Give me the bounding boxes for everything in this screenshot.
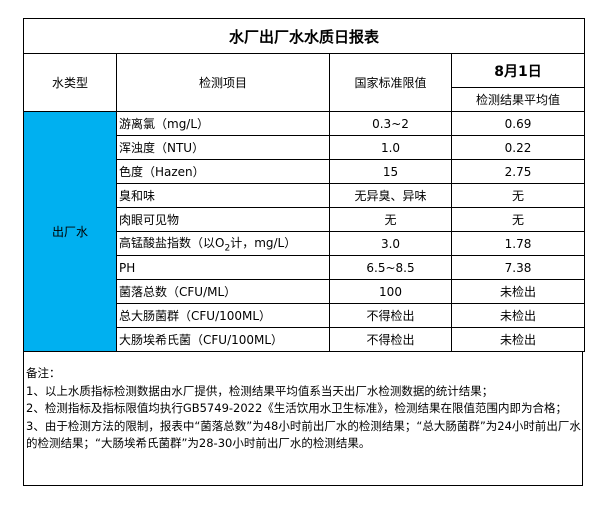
standard-value: 无异臭、异味 xyxy=(329,183,452,208)
table-row: 高锰酸盐指数（以O2计，mg/L） 3.0 1.78 xyxy=(24,231,586,256)
table-row: 浑浊度（NTU） 1.0 0.22 xyxy=(24,135,586,160)
table-row: 菌落总数（CFU/ML） 100 未检出 xyxy=(24,279,586,304)
result-value: 未检出 xyxy=(450,327,586,352)
standard-value: 6.5~8.5 xyxy=(329,255,452,280)
header-item: 检测项目 xyxy=(116,53,330,112)
note-line: 3、由于检测方法的限制，报表中“菌落总数”为48小时前出厂水的检测结果；“总大肠… xyxy=(26,418,581,451)
table-row: 臭和味 无异臭、异味无 xyxy=(24,183,586,208)
result-value: 未检出 xyxy=(450,303,586,328)
header-result: 检测结果平均值 xyxy=(450,87,586,112)
standard-value: 无 xyxy=(329,207,452,232)
item-name: 大肠埃希氏菌（CFU/100ML） xyxy=(116,327,330,352)
header-type: 水类型 xyxy=(23,53,117,112)
water-quality-table: 水厂出厂水水质日报表 水类型 检测项目 国家标准限值 8月1日 检测结果平均值 … xyxy=(22,18,586,352)
note-line: 1、以上水质指标检测数据由水厂提供，检测结果平均值系当天出厂水检测数据的统计结果… xyxy=(26,383,494,398)
item-name: PH xyxy=(116,255,330,280)
result-value: 1.78 xyxy=(450,231,586,256)
item-name: 菌落总数（CFU/ML） xyxy=(116,279,330,304)
item-name: 总大肠菌群（CFU/100ML） xyxy=(116,303,330,328)
standard-value: 不得检出 xyxy=(329,303,452,328)
item-name: 肉眼可见物 xyxy=(116,207,330,232)
standard-value: 15 xyxy=(329,159,452,184)
result-value: 0.69 xyxy=(450,111,586,136)
standard-value: 0.3~2 xyxy=(329,111,452,136)
standard-value: 3.0 xyxy=(329,231,452,256)
report-title: 水厂出厂水水质日报表 xyxy=(22,18,586,54)
result-value: 无 xyxy=(450,207,586,232)
result-value: 0.22 xyxy=(450,135,586,160)
notes-heading: 备注： xyxy=(26,366,61,380)
table-row: 出厂水 游离氯（mg/L） 0.3~2 0.69 xyxy=(23,111,586,352)
notes: 备注： 1、以上水质指标检测数据由水厂提供，检测结果平均值系当天出厂水检测数据的… xyxy=(23,351,583,486)
result-value: 未检出 xyxy=(450,279,586,304)
result-value: 2.75 xyxy=(450,159,586,184)
table-row: 色度（Hazen） 15 2.75 xyxy=(24,159,586,184)
item-name: 游离氯（mg/L） xyxy=(116,111,330,136)
standard-value: 不得检出 xyxy=(329,327,452,352)
item-name: 臭和味 xyxy=(116,183,330,208)
header-date: 8月1日 xyxy=(450,53,586,88)
water-type: 出厂水 xyxy=(23,111,117,352)
standard-value: 100 xyxy=(329,279,452,304)
result-value: 7.38 xyxy=(450,255,586,280)
standard-value: 1.0 xyxy=(329,135,452,160)
item-name: 高锰酸盐指数（以O2计，mg/L） xyxy=(116,231,330,256)
table-row: PH 6.5~8.5 7.38 xyxy=(24,255,586,280)
result-value: 无 xyxy=(450,183,586,208)
table-row: 肉眼可见物无无 xyxy=(24,207,586,232)
table-row: 大肠埃希氏菌（CFU/100ML） 不得检出 未检出 xyxy=(24,327,586,352)
header-standard: 国家标准限值 xyxy=(329,53,452,112)
item-name: 色度（Hazen） xyxy=(116,159,330,184)
note-line: 2、检测指标及指标限值均执行GB5749-2022《生活饮用水卫生标准》，检测结… xyxy=(26,401,568,415)
item-name: 浑浊度（NTU） xyxy=(116,135,330,160)
